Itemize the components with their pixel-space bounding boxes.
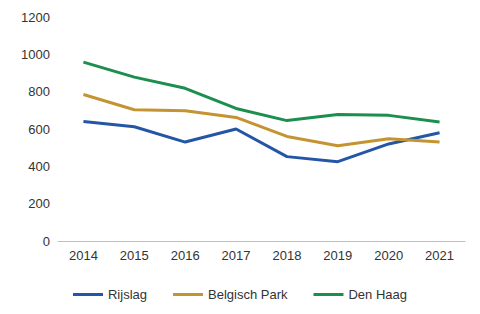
svg-text:2016: 2016 [171,248,200,263]
svg-text:2018: 2018 [272,248,301,263]
svg-text:800: 800 [28,84,50,99]
svg-text:2019: 2019 [323,248,352,263]
svg-text:Rijslag: Rijslag [108,287,147,302]
svg-text:0: 0 [43,234,50,249]
svg-text:600: 600 [28,122,50,137]
svg-text:400: 400 [28,159,50,174]
svg-text:1200: 1200 [21,10,50,25]
svg-text:2017: 2017 [222,248,251,263]
svg-text:Belgisch Park: Belgisch Park [208,287,288,302]
svg-text:2020: 2020 [374,248,403,263]
svg-text:1000: 1000 [21,47,50,62]
svg-text:2015: 2015 [120,248,149,263]
svg-text:2021: 2021 [425,248,454,263]
svg-text:Den Haag: Den Haag [348,287,407,302]
svg-text:200: 200 [28,196,50,211]
svg-text:2014: 2014 [69,248,98,263]
